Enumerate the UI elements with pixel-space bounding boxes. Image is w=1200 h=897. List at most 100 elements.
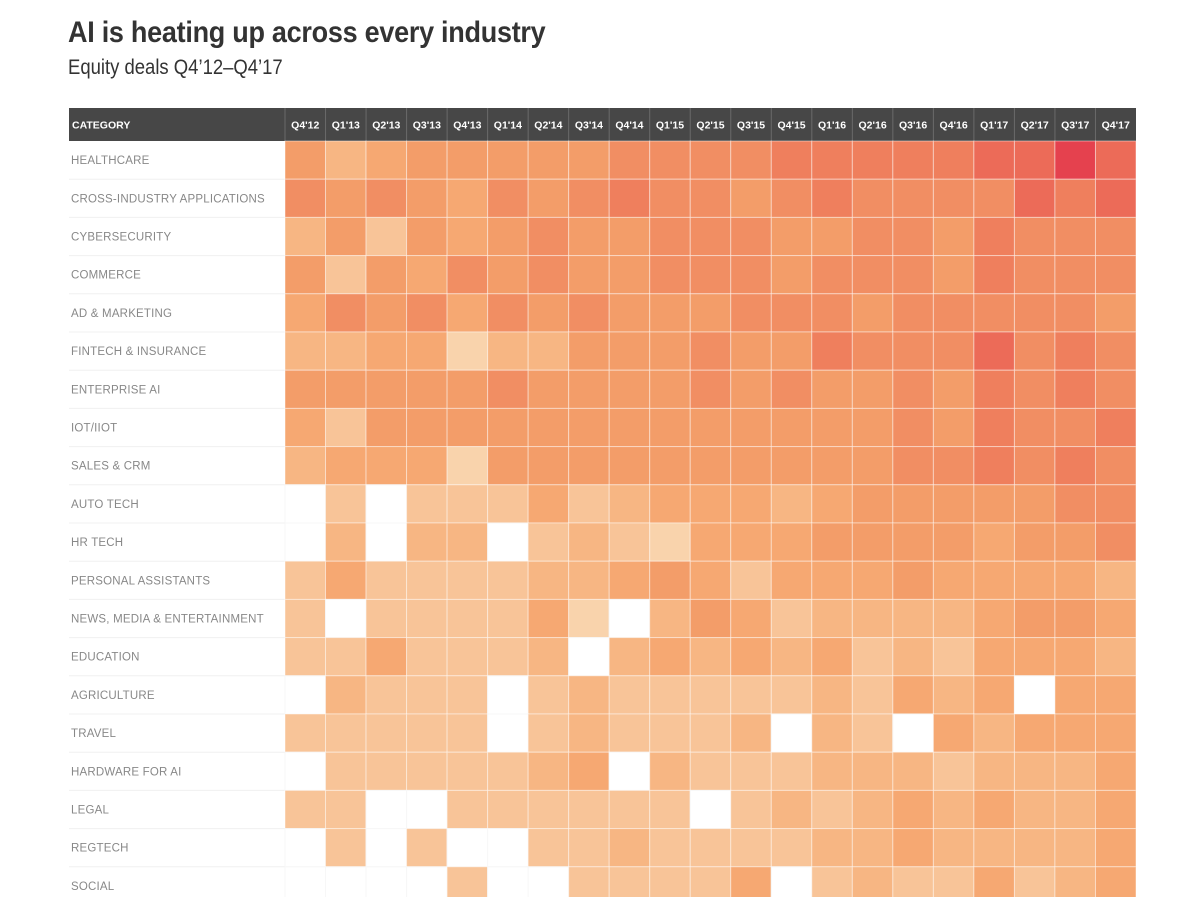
heatmap-cell: AD & MARKETING Q4'12: 4 (284, 293, 327, 333)
heatmap-cell: CYBERSECURITY Q4'15: 5 (770, 216, 813, 257)
row-label: SALES & CRM (71, 461, 151, 473)
heatmap-cell: CYBERSECURITY Q2'15: 6 (689, 216, 732, 257)
heatmap-cell: ENTERPRISE AI Q3'13: 5 (406, 369, 448, 409)
heatmap-cell: HEALTHCARE Q3'16: 7 (892, 140, 934, 180)
column-header: Q2'16 (859, 120, 887, 132)
heatmap-cell: SALES & CRM Q1'13: 4 (325, 446, 367, 486)
heatmap-cell: CYBERSECURITY Q4'16: 5 (932, 216, 975, 257)
heatmap-cell: AD & MARKETING Q2'14: 5 (527, 293, 570, 333)
heatmap-cell: EDUCATION Q1'17: 4 (973, 637, 1015, 677)
heatmap-cell: NEWS, MEDIA & ENTERTAINMENT Q1'15: 3 (649, 598, 691, 639)
heatmap-cell: FINTECH & INSURANCE Q3'17: 7 (1054, 331, 1096, 371)
heatmap-cell: FINTECH & INSURANCE Q1'16: 7 (811, 331, 853, 371)
row-label: CYBERSECURITY (71, 232, 171, 244)
heatmap-cell: CYBERSECURITY Q4'17: 6 (1094, 216, 1137, 257)
heatmap-cell: HR TECH Q3'15: 4 (730, 522, 772, 562)
heatmap-cell: TRAVEL Q4'16: 4 (932, 713, 975, 753)
column-header: Q3'15 (737, 120, 765, 132)
heatmap-cell: HR TECH Q3'14: 3 (568, 522, 610, 562)
heatmap-cell: EDUCATION Q2'15: 3 (689, 637, 732, 677)
heatmap-cell: FINTECH & INSURANCE Q3'16: 6 (892, 331, 934, 371)
heatmap-cell: IOT/IIOT Q1'13: 2 (325, 407, 367, 448)
heatmap-cell: EDUCATION Q2'14: 3 (527, 637, 570, 677)
heatmap-cell: ENTERPRISE AI Q4'15: 6 (770, 369, 813, 409)
heatmap-cell: SOCIAL Q4'12: 0 (284, 866, 327, 897)
heatmap-cell: ENTERPRISE AI Q1'17: 7 (973, 369, 1015, 409)
heatmap-cell: CYBERSECURITY Q4'14: 5 (608, 216, 651, 257)
heatmap-cell: CYBERSECURITY Q3'13: 5 (406, 216, 448, 257)
heatmap-cell: COMMERCE Q1'13: 2 (325, 255, 367, 295)
heatmap-cell: IOT/IIOT Q2'15: 5 (689, 407, 732, 448)
heatmap-cell: CYBERSECURITY Q1'15: 6 (649, 216, 691, 257)
column-header: Q2'14 (534, 120, 562, 132)
heatmap-cell: SOCIAL Q3'15: 4 (730, 866, 772, 897)
heatmap-cell: AGRICULTURE Q4'12: 0 (284, 675, 327, 715)
heatmap-cell: CROSS-INDUSTRY APPLICATIONS Q4'12: 6 (284, 178, 327, 218)
heatmap-cell: HR TECH Q2'13: 0 (365, 522, 408, 562)
heatmap-cell: CROSS-INDUSTRY APPLICATIONS Q4'13: 4 (446, 178, 489, 218)
heatmap-cell: EDUCATION Q4'13: 2 (446, 637, 489, 677)
column-header: Q3'14 (575, 120, 603, 132)
row-label: HARDWARE FOR AI (71, 766, 182, 778)
heatmap-cell: IOT/IIOT Q3'14: 5 (568, 407, 610, 448)
heatmap-cell: EDUCATION Q3'17: 4 (1054, 637, 1096, 677)
heatmap-cell: SOCIAL Q1'15: 2 (649, 866, 691, 897)
heatmap-cell: SOCIAL Q4'17: 4 (1094, 866, 1137, 897)
heatmap-cell: TRAVEL Q2'14: 2 (527, 713, 570, 753)
heatmap-cell: CYBERSECURITY Q3'17: 6 (1054, 216, 1096, 257)
heatmap-cell: AD & MARKETING Q2'13: 5 (365, 293, 408, 333)
heatmap-cell: EDUCATION Q1'15: 4 (649, 637, 691, 677)
heatmap-cell: EDUCATION Q4'17: 3 (1094, 637, 1137, 677)
heatmap-cell: AD & MARKETING Q4'13: 4 (446, 293, 489, 333)
heatmap-cell: AD & MARKETING Q4'16: 6 (932, 293, 975, 333)
heatmap-cell: CYBERSECURITY Q2'14: 6 (527, 216, 570, 257)
heatmap-cell: IOT/IIOT Q1'15: 5 (649, 407, 691, 448)
heatmap-cell: IOT/IIOT Q4'16: 5 (932, 407, 975, 448)
heatmap-cell: REGTECH Q2'13: 0 (365, 828, 408, 868)
heatmap-cell: SALES & CRM Q4'15: 5 (770, 446, 813, 486)
row-label: ENTERPRISE AI (71, 384, 161, 396)
heatmap-cell: NEWS, MEDIA & ENTERTAINMENT Q4'15: 2 (770, 598, 813, 639)
heatmap-cell: IOT/IIOT Q4'12: 4 (284, 407, 327, 448)
heatmap-cell: LEGAL Q4'12: 2 (284, 789, 327, 830)
heatmap-cell: NEWS, MEDIA & ENTERTAINMENT Q3'15: 4 (730, 598, 772, 639)
heatmap-cell: IOT/IIOT Q1'17: 7 (973, 407, 1015, 448)
heatmap-cell: COMMERCE Q4'13: 6 (446, 255, 489, 295)
heatmap-cell: PERSONAL ASSISTANTS Q1'15: 5 (649, 560, 691, 600)
column-header: Q2'13 (372, 120, 400, 132)
chart-subtitle: Equity deals Q4’12–Q4’17 (68, 56, 283, 79)
heatmap-cell: NEWS, MEDIA & ENTERTAINMENT Q1'13: 0 (325, 598, 367, 639)
heatmap-cell: CROSS-INDUSTRY APPLICATIONS Q4'17: 8 (1094, 178, 1137, 218)
heatmap-cell: LEGAL Q1'14: 2 (487, 789, 529, 830)
heatmap-cell: ENTERPRISE AI Q3'17: 7 (1054, 369, 1096, 409)
heatmap-cell: ENTERPRISE AI Q1'13: 5 (325, 369, 367, 409)
heatmap-cell: PERSONAL ASSISTANTS Q3'13: 2 (406, 560, 448, 600)
heatmap-cell: AD & MARKETING Q4'14: 5 (608, 293, 651, 333)
heatmap-cell: FINTECH & INSURANCE Q1'14: 3 (487, 331, 529, 371)
heatmap-cell: AUTO TECH Q3'14: 2 (568, 484, 610, 524)
heatmap-cell: PERSONAL ASSISTANTS Q1'17: 4 (973, 560, 1015, 600)
heatmap-cell: NEWS, MEDIA & ENTERTAINMENT Q3'13: 2 (406, 598, 448, 639)
heatmap-cell: EDUCATION Q1'16: 4 (811, 637, 853, 677)
heatmap-cell: PERSONAL ASSISTANTS Q1'16: 4 (811, 560, 853, 600)
heatmap-cell: NEWS, MEDIA & ENTERTAINMENT Q2'15: 5 (689, 598, 732, 639)
heatmap-cell: NEWS, MEDIA & ENTERTAINMENT Q1'17: 4 (973, 598, 1015, 639)
heatmap-cell: EDUCATION Q2'17: 4 (1013, 637, 1056, 677)
heatmap-cell: AUTO TECH Q4'16: 5 (932, 484, 975, 524)
heatmap-cell: ENTERPRISE AI Q1'16: 5 (811, 369, 853, 409)
heatmap-cell: AUTO TECH Q4'17: 6 (1094, 484, 1137, 524)
heatmap-cell: COMMERCE Q4'14: 5 (608, 255, 651, 295)
heatmap-cell: IOT/IIOT Q1'16: 5 (811, 407, 853, 448)
heatmap-cell: PERSONAL ASSISTANTS Q3'16: 5 (892, 560, 934, 600)
heatmap-cell: AGRICULTURE Q3'14: 3 (568, 675, 610, 715)
heatmap-cell: LEGAL Q3'17: 3 (1054, 789, 1096, 830)
heatmap-cell: SALES & CRM Q1'15: 5 (649, 446, 691, 486)
heatmap-cell: AUTO TECH Q2'13: 0 (365, 484, 408, 524)
heatmap-cell: NEWS, MEDIA & ENTERTAINMENT Q3'14: 1 (568, 598, 610, 639)
heatmap-cell: HARDWARE FOR AI Q3'14: 4 (568, 751, 610, 791)
heatmap-cell: SOCIAL Q4'16: 2 (932, 866, 975, 897)
heatmap-cell: HR TECH Q1'17: 4 (973, 522, 1015, 562)
heatmap-cell: EDUCATION Q4'15: 3 (770, 637, 813, 677)
heatmap-cell: CYBERSECURITY Q3'14: 5 (568, 216, 610, 257)
heatmap-cell: TRAVEL Q1'15: 2 (649, 713, 691, 753)
